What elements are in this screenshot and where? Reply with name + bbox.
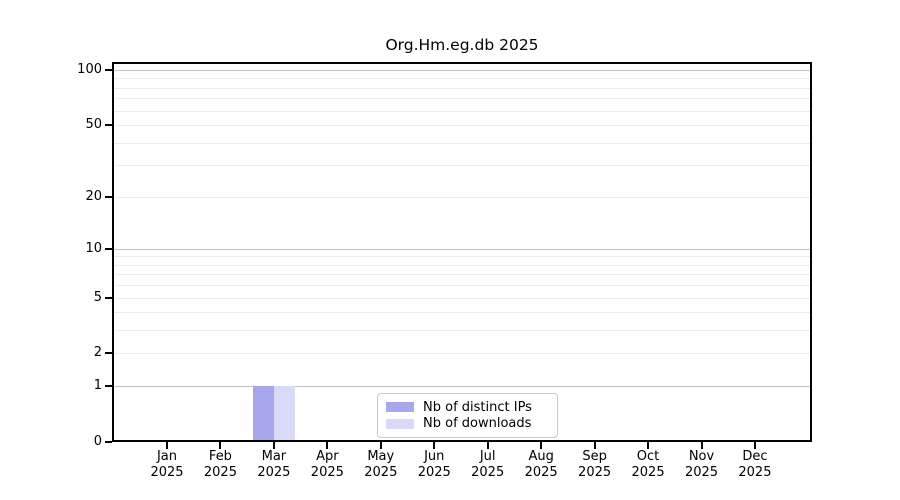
month-label: May [367, 449, 395, 464]
x-axis-tick-label-feb: Feb 2025 [188, 449, 252, 480]
month-label: Nov [688, 449, 715, 464]
x-axis-tick [486, 442, 489, 449]
major-gridline [114, 69, 810, 71]
year-label: 2025 [631, 464, 665, 480]
month-label: Jul [479, 449, 496, 464]
legend-item-downloads: Nb of downloads [386, 416, 548, 431]
y-axis-tick-label: 5 [93, 289, 102, 305]
minor-gridline [114, 274, 810, 276]
year-label: 2025 [578, 464, 612, 480]
y-axis-tick-label: 20 [85, 188, 102, 204]
major-gridline [114, 248, 810, 250]
x-axis-tick [272, 442, 275, 449]
chart-title: Org.Hm.eg.db 2025 [385, 36, 539, 54]
minor-gridline [114, 87, 810, 89]
x-axis-tick [166, 442, 168, 449]
major-gridline [114, 125, 810, 127]
minor-gridline [114, 353, 810, 355]
y-axis-tick-label: 100 [77, 61, 102, 77]
year-label: 2025 [203, 464, 237, 480]
x-axis-tick-label-jun: Jun 2025 [402, 449, 466, 480]
x-axis-tick [219, 442, 222, 449]
year-label: 2025 [524, 464, 558, 480]
x-axis-tick [700, 442, 703, 449]
y-axis-tick-label: 1 [93, 378, 102, 394]
year-label: 2025 [471, 464, 505, 480]
y-axis-tick [105, 124, 112, 127]
y-axis-tick [105, 247, 112, 250]
y-axis-tick [105, 296, 112, 299]
minor-gridline [114, 330, 810, 332]
y-axis-tick-label: 10 [85, 240, 102, 256]
year-label: 2025 [738, 464, 772, 480]
month-label: Sep [582, 449, 607, 464]
legend-swatch-distinct-ips [386, 402, 414, 413]
legend: Nb of distinct IPs Nb of downloads [377, 393, 558, 438]
x-axis-tick [433, 442, 436, 449]
major-gridline [114, 386, 810, 388]
y-axis-tick-label: 50 [85, 117, 102, 133]
bar-distinct-ips-mar [252, 386, 274, 440]
minor-gridline [114, 98, 810, 100]
minor-gridline [114, 110, 810, 112]
minor-gridline [114, 196, 810, 198]
year-label: 2025 [417, 464, 451, 480]
x-axis-tick-label-jan: Jan 2025 [135, 449, 199, 480]
minor-gridline [114, 312, 810, 314]
legend-swatch-downloads [386, 418, 414, 429]
minor-gridline [114, 142, 810, 144]
legend-label-distinct-ips: Nb of distinct IPs [423, 399, 532, 415]
x-axis-tick-label-aug: Aug 2025 [509, 449, 573, 480]
x-axis-tick [379, 442, 382, 449]
x-axis-tick [540, 442, 543, 449]
x-axis-tick [593, 442, 596, 449]
x-axis-tick-label-oct: Oct 2025 [616, 449, 680, 480]
plot-area [112, 62, 812, 442]
y-axis-tick-label: 0 [93, 434, 102, 449]
legend-label-downloads: Nb of downloads [423, 416, 532, 432]
y-axis-tick-label: 2 [93, 345, 102, 361]
y-axis-tick [105, 195, 112, 198]
x-axis-tick [753, 442, 756, 449]
year-label: 2025 [257, 464, 291, 480]
x-axis-tick-label-dec: Dec 2025 [723, 449, 787, 480]
y-axis-tick [105, 385, 112, 388]
x-axis-tick-label-may: May 2025 [349, 449, 413, 480]
minor-gridline [114, 297, 810, 299]
x-axis-tick [647, 442, 650, 449]
year-label: 2025 [150, 464, 184, 480]
month-label: Feb [208, 449, 232, 464]
minor-gridline [114, 256, 810, 258]
x-axis-tick-label-mar: Mar 2025 [242, 449, 306, 480]
x-axis-tick-label-jul: Jul 2025 [456, 449, 520, 480]
y-axis-tick [105, 352, 112, 355]
bar-downloads-mar [273, 386, 295, 440]
minor-gridline [114, 165, 810, 167]
year-label: 2025 [364, 464, 398, 480]
month-label: Oct [636, 449, 660, 464]
x-axis-tick [326, 442, 329, 449]
minor-gridline [114, 264, 810, 266]
year-label: 2025 [310, 464, 344, 480]
minor-gridline [114, 78, 810, 80]
month-label: Dec [742, 449, 768, 464]
y-axis-tick [105, 68, 112, 71]
x-axis-tick-label-apr: Apr 2025 [295, 449, 359, 480]
month-label: Jun [424, 449, 445, 464]
month-label: Apr [316, 449, 339, 464]
month-label: Jan [156, 449, 178, 464]
month-label: Aug [528, 449, 554, 464]
month-label: Mar [261, 449, 287, 464]
x-axis-tick-label-nov: Nov 2025 [670, 449, 734, 480]
legend-item-distinct-ips: Nb of distinct IPs [386, 400, 548, 415]
y-axis-tick [105, 441, 112, 443]
year-label: 2025 [684, 464, 719, 480]
minor-gridline [114, 285, 810, 287]
x-axis-tick-label-sep: Sep 2025 [563, 449, 627, 480]
